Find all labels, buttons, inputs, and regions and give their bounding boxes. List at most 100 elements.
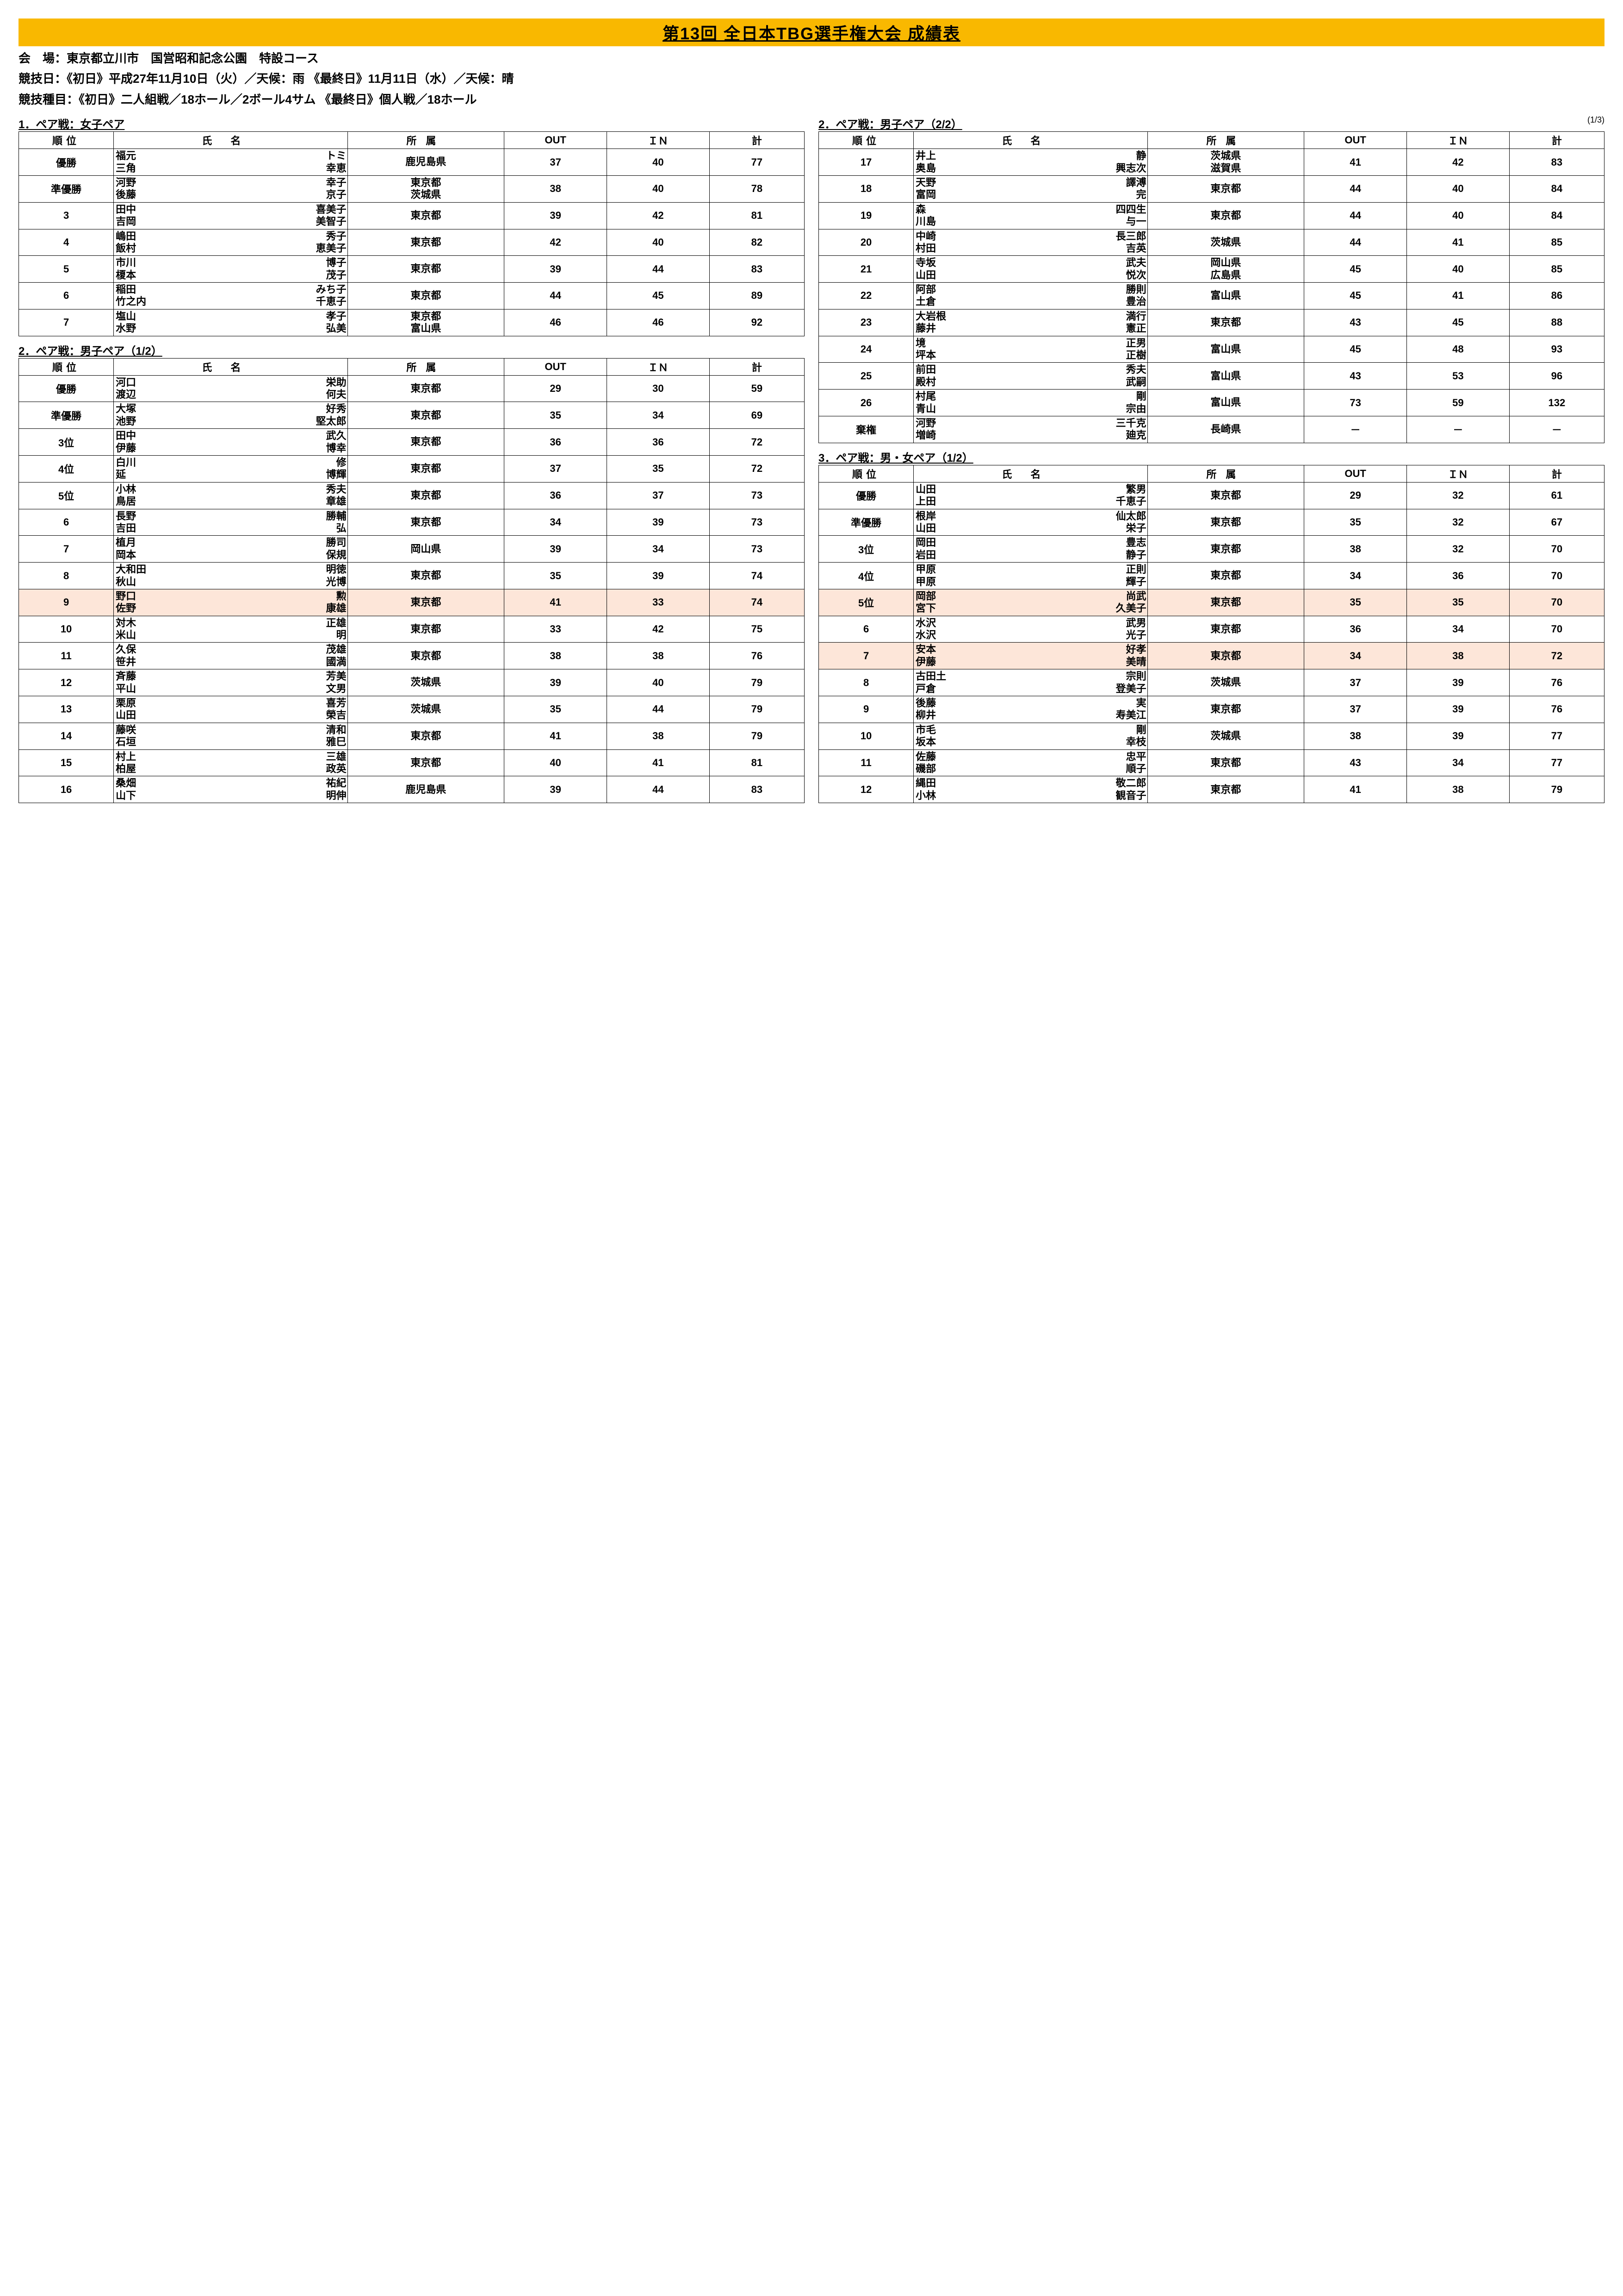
table-row: 7安本好孝伊藤美晴東京都343872: [819, 643, 1604, 669]
table-row: 23大岩根満行藤井憲正東京都434588: [819, 309, 1604, 336]
cell-aff: 東京都: [1147, 749, 1304, 776]
cell-aff: 東京都: [347, 563, 504, 589]
cell-aff: 茨城県滋賀県: [1147, 149, 1304, 176]
cell-in: 40: [607, 149, 710, 176]
table-row: 20中崎長三郎村田吉英茨城県444185: [819, 229, 1604, 256]
header-out: OUT: [504, 358, 607, 375]
cell-out: 37: [1304, 669, 1407, 696]
cell-out: 39: [504, 776, 607, 803]
cell-in: 38: [607, 643, 710, 669]
cell-out: 38: [1304, 723, 1407, 749]
cell-in: 33: [607, 589, 710, 616]
cell-in: 36: [607, 429, 710, 456]
cell-rank: 優勝: [819, 482, 914, 509]
cell-out: 38: [504, 175, 607, 202]
cell-names: 田中喜美子吉岡美智子: [114, 202, 347, 229]
table-row: 棄権河野三千克増崎廸克長崎県－－－: [819, 416, 1604, 443]
cell-rank: 14: [19, 723, 114, 749]
table-row: 優勝河口栄助渡辺何夫東京都293059: [19, 375, 805, 402]
cell-rank: 5位: [19, 482, 114, 509]
cell-names: 植月勝司岡本保規: [114, 536, 347, 563]
cell-names: 天野譯溥富岡完: [914, 175, 1147, 202]
cell-in: 41: [1407, 283, 1510, 309]
cell-tot: 59: [709, 375, 804, 402]
cell-tot: 83: [709, 256, 804, 283]
cell-in: 35: [1407, 589, 1510, 616]
cell-names: 水沢武男水沢光子: [914, 616, 1147, 643]
table-row: 9野口勲佐野康雄東京都413374: [19, 589, 805, 616]
cell-aff: 東京都富山県: [347, 309, 504, 336]
cell-in: 30: [607, 375, 710, 402]
cell-aff: 茨城県: [1147, 723, 1304, 749]
table-row: 22阿部勝則土倉豊治富山県454186: [819, 283, 1604, 309]
cell-names: 大岩根満行藤井憲正: [914, 309, 1147, 336]
cell-names: 村上三雄柏屋政英: [114, 749, 347, 776]
cell-tot: 86: [1509, 283, 1604, 309]
cell-aff: 東京都: [1147, 175, 1304, 202]
cell-aff: 東京都: [347, 589, 504, 616]
cell-tot: 76: [1509, 669, 1604, 696]
cell-rank: 22: [819, 283, 914, 309]
cell-aff: 鹿児島県: [347, 776, 504, 803]
cell-in: 40: [1407, 256, 1510, 283]
cell-aff: 岡山県広島県: [1147, 256, 1304, 283]
cell-names: 田中武久伊藤博幸: [114, 429, 347, 456]
table-row: 15村上三雄柏屋政英東京都404181: [19, 749, 805, 776]
cell-names: 河野三千克増崎廸克: [914, 416, 1147, 443]
header-total: 計: [1509, 132, 1604, 149]
cell-rank: 24: [819, 336, 914, 363]
cell-aff: 東京都: [347, 229, 504, 256]
cell-rank: 7: [19, 536, 114, 563]
cell-tot: 79: [709, 696, 804, 723]
table-row: 4位甲原正則甲原輝子東京都343670: [819, 563, 1604, 589]
table-row: 優勝福元トミ三角幸恵鹿児島県374077: [19, 149, 805, 176]
cell-rank: 3: [19, 202, 114, 229]
cell-in: 44: [607, 776, 710, 803]
cell-rank: 16: [19, 776, 114, 803]
cell-rank: 準優勝: [19, 175, 114, 202]
table-row: 5市川博子榎本茂子東京都394483: [19, 256, 805, 283]
page-title: 第13回 全日本TBG選手権大会 成績表: [19, 19, 1604, 46]
header-in: ＩＮ: [1407, 132, 1510, 149]
cell-names: 塩山孝子水野弘美: [114, 309, 347, 336]
cell-aff: 東京都: [1147, 643, 1304, 669]
page-indicator: (1/3): [1587, 115, 1604, 125]
table-row: 3田中喜美子吉岡美智子東京都394281: [19, 202, 805, 229]
header-aff: 所属: [347, 132, 504, 149]
cell-aff: 茨城県: [1147, 229, 1304, 256]
meta-date: 競技日：《初日》平成27年11月10日（火）／天候：雨 《最終日》11月11日（…: [19, 70, 1604, 87]
cell-in: 40: [1407, 202, 1510, 229]
cell-in: 34: [607, 536, 710, 563]
cell-out: 43: [1304, 749, 1407, 776]
cell-tot: 69: [709, 402, 804, 429]
cell-rank: 11: [819, 749, 914, 776]
cell-rank: 11: [19, 643, 114, 669]
cell-rank: 4位: [819, 563, 914, 589]
cell-rank: 3位: [19, 429, 114, 456]
cell-in: 42: [607, 202, 710, 229]
cell-names: 佐藤忠平磯部順子: [914, 749, 1147, 776]
cell-names: 井上静奥島興志次: [914, 149, 1147, 176]
cell-names: 安本好孝伊藤美晴: [914, 643, 1147, 669]
cell-tot: 70: [1509, 536, 1604, 563]
table-row: 8大和田明徳秋山光博東京都353974: [19, 563, 805, 589]
cell-tot: 72: [709, 455, 804, 482]
cell-out: 29: [1304, 482, 1407, 509]
cell-tot: 85: [1509, 256, 1604, 283]
cell-out: 39: [504, 256, 607, 283]
cell-out: 44: [1304, 175, 1407, 202]
cell-out: 36: [1304, 616, 1407, 643]
header-rank: 順位: [819, 465, 914, 482]
cell-rank: 棄権: [819, 416, 914, 443]
cell-out: 35: [504, 563, 607, 589]
header-total: 計: [709, 358, 804, 375]
cell-tot: 93: [1509, 336, 1604, 363]
table-row: 12斉藤芳美平山文男茨城県394079: [19, 669, 805, 696]
cell-out: 39: [504, 202, 607, 229]
cell-rank: 8: [819, 669, 914, 696]
cell-rank: 10: [19, 616, 114, 643]
cell-aff: 東京都: [347, 643, 504, 669]
table-row: 18天野譯溥富岡完東京都444084: [819, 175, 1604, 202]
cell-tot: 88: [1509, 309, 1604, 336]
cell-names: 境正男坪本正樹: [914, 336, 1147, 363]
